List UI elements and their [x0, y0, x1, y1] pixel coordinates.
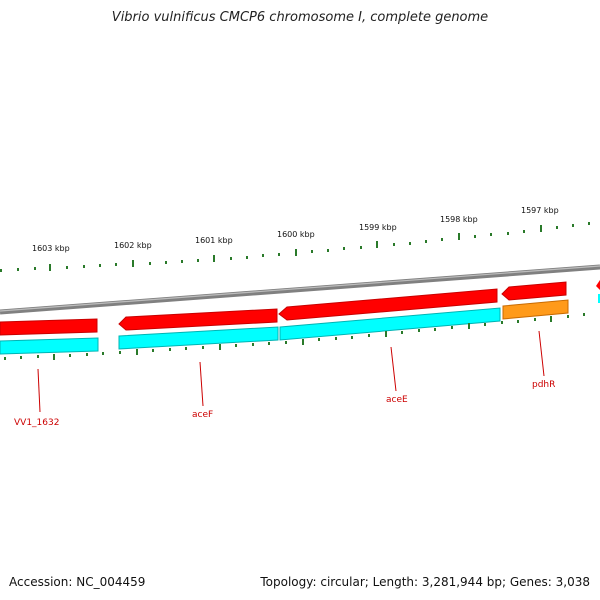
- gene-label-acee[interactable]: aceE: [386, 395, 408, 405]
- kbp-label: 1600 kbp: [277, 230, 315, 239]
- gene-feature-acee[interactable]: [278, 288, 498, 321]
- cds-track: [0, 294, 600, 355]
- kbp-label: 1599 kbp: [359, 223, 397, 232]
- gene-label-acef[interactable]: aceF: [192, 410, 213, 420]
- gene-label-vv1-1632[interactable]: VV1_1632: [14, 418, 59, 428]
- label-leaders: [37, 330, 545, 413]
- gene-feature-vv1-1632[interactable]: [0, 318, 98, 336]
- kbp-label: 1603 kbp: [32, 244, 70, 253]
- kbp-label: 1602 kbp: [114, 241, 152, 250]
- protein-track: [0, 280, 600, 336]
- map-title: Vibrio vulnificus CMCP6 chromosome I, co…: [111, 10, 489, 25]
- backbone-arc: [0, 264, 600, 315]
- kbp-label: 1598 kbp: [440, 215, 478, 224]
- kbp-label: 1597 kbp: [521, 206, 559, 215]
- cds-feature-acee[interactable]: [279, 307, 501, 341]
- gene-feature-acef[interactable]: [118, 308, 278, 331]
- gene-feature-edge[interactable]: [596, 280, 600, 290]
- outer-ticks: [0, 222, 590, 272]
- kbp-label: 1601 kbp: [195, 236, 233, 245]
- cds-feature-vv1-1632[interactable]: [0, 337, 99, 355]
- genome-summary: Topology: circular; Length: 3,281,944 bp…: [260, 575, 590, 589]
- kbp-labels: 1603 kbp 1602 kbp 1601 kbp 1600 kbp 1599…: [32, 206, 559, 253]
- backbone-arc-highlight: [0, 265, 600, 312]
- inner-ticks: [4, 313, 585, 360]
- gene-labels: VV1_1632 aceF aceE pdhR: [14, 380, 555, 428]
- gene-label-pdhr[interactable]: pdhR: [532, 380, 555, 390]
- gene-feature-pdhr-protein[interactable]: [501, 281, 567, 301]
- cds-feature-acef[interactable]: [118, 326, 279, 350]
- cds-feature-pdhr[interactable]: [502, 299, 569, 320]
- accession-label: Accession: NC_004459: [9, 575, 146, 589]
